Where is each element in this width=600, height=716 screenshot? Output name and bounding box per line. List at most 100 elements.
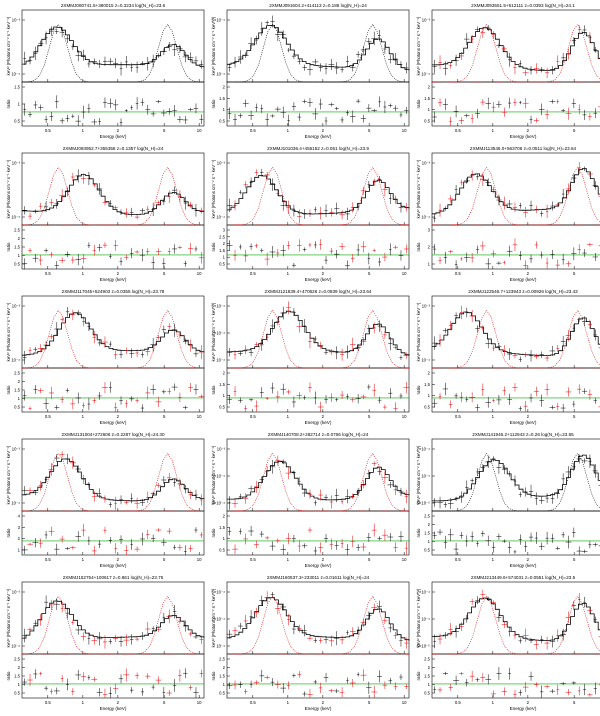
y-tick-label: 10⁻⁴ bbox=[11, 501, 20, 506]
x-tick-label: 1 bbox=[82, 557, 85, 562]
model-component bbox=[22, 452, 205, 512]
ratio-tick-label: 2 bbox=[18, 379, 21, 384]
model-component bbox=[227, 166, 409, 226]
spectrum-panel-9: 2XMMJ122546.7+123943 z=0.00926 log(N_H)=… bbox=[416, 289, 600, 425]
y-axis-label: keV² (Photons cm⁻² s⁻¹ keV⁻¹) bbox=[211, 16, 216, 75]
ratio-tick-label: 1.5 bbox=[14, 388, 20, 393]
x-axis-label: Energy (keV) bbox=[510, 706, 537, 711]
y-axis-label: keV² (Photons cm⁻² s⁻¹ keV⁻¹) bbox=[416, 159, 421, 218]
spectrum-panel-11: 2XMMJ140708.2+282714 z=0.0766 log(N_H)=2… bbox=[211, 432, 410, 568]
panel-title: 2XMMJ141946.2+112943 z=0.26 log(N_H)=23.… bbox=[472, 432, 574, 437]
x-tick-label: 2 bbox=[322, 700, 325, 705]
ratio-tick-label: 0.5 bbox=[14, 262, 20, 267]
panel-title: 2XMMJ117045+524903 z=0.0355 log(N_H)=23.… bbox=[62, 289, 165, 294]
ratio-axis-label: ratio bbox=[416, 671, 421, 680]
panel-title: 2XMMJ160537.3+233011 z=0.01611 log(N_H)=… bbox=[267, 575, 370, 580]
ratio-tick-label: 1 bbox=[18, 253, 21, 258]
x-tick-label: 10 bbox=[402, 700, 407, 705]
model-component bbox=[22, 309, 205, 369]
ratio-tick-label: 1.5 bbox=[424, 674, 430, 679]
ratio-tick-label: 2 bbox=[223, 514, 226, 519]
y-tick-label: 10⁻⁴ bbox=[421, 215, 430, 220]
x-tick-label: 2 bbox=[322, 271, 325, 276]
spectrum-frame bbox=[431, 581, 600, 655]
x-tick-label: 0.5 bbox=[45, 557, 52, 562]
x-tick-label: 2 bbox=[117, 271, 120, 276]
model-component bbox=[432, 309, 600, 369]
model-component bbox=[227, 452, 410, 512]
x-tick-label: 0.5 bbox=[250, 414, 257, 419]
ratio-frame bbox=[21, 367, 205, 413]
ratio-frame bbox=[431, 81, 600, 127]
ratio-tick-label: 2.5 bbox=[219, 234, 225, 239]
ratio-tick-label: 2 bbox=[428, 665, 431, 670]
ratio-tick-label: 2.5 bbox=[14, 371, 20, 376]
model-component bbox=[432, 309, 600, 369]
x-tick-label: 5 bbox=[573, 557, 576, 562]
ratio-axis-label: ratio bbox=[416, 385, 421, 394]
x-axis-label: Energy (keV) bbox=[510, 420, 537, 425]
y-axis-label: keV² (Photons cm⁻² s⁻¹ keV⁻¹) bbox=[211, 302, 216, 361]
ratio-tick-label: 1.5 bbox=[424, 382, 430, 387]
y-tick-label: 10⁻⁴ bbox=[421, 72, 430, 77]
ratio-frame bbox=[226, 81, 410, 127]
ratio-frame bbox=[21, 224, 205, 270]
ratio-axis-label: ratio bbox=[6, 671, 11, 680]
y-axis-label: keV² (Photons cm⁻² s⁻¹ keV⁻¹) bbox=[211, 445, 216, 504]
x-tick-label: 0.5 bbox=[250, 700, 257, 705]
x-tick-label: 2 bbox=[322, 557, 325, 562]
x-tick-label: 5 bbox=[573, 414, 576, 419]
model-component bbox=[21, 166, 204, 226]
y-tick-label: 10⁻³ bbox=[12, 447, 21, 452]
x-tick-label: 5 bbox=[573, 700, 576, 705]
ratio-tick-label: 0.5 bbox=[219, 119, 225, 124]
ratio-frame bbox=[431, 653, 600, 699]
ratio-tick-label: 0.5 bbox=[424, 691, 430, 696]
model-curve bbox=[22, 174, 205, 215]
x-tick-label: 0.5 bbox=[455, 271, 462, 276]
model-component bbox=[22, 23, 205, 83]
spectrum-panel-3: 2XMMJ093551.5+612111 z=0.0393 log(N_H)=2… bbox=[416, 3, 600, 139]
x-tick-label: 0.5 bbox=[455, 128, 462, 133]
ratio-tick-label: 0.5 bbox=[424, 405, 430, 410]
x-axis-label: Energy (keV) bbox=[100, 563, 127, 568]
x-tick-label: 0.5 bbox=[45, 271, 52, 276]
y-tick-label: 5×10⁻⁴ bbox=[212, 474, 226, 479]
ratio-tick-label: 2.5 bbox=[424, 514, 430, 519]
spectrum-panel-7: 2XMMJ117045+524903 z=0.0355 log(N_H)=23.… bbox=[6, 289, 205, 425]
x-tick-label: 5 bbox=[368, 128, 371, 133]
panel-title: 2XMMJ131004+272606 z=0.2287 log(N_H)=24.… bbox=[61, 432, 164, 437]
spectrum-panel-12: 2XMMJ141946.2+112943 z=0.26 log(N_H)=23.… bbox=[416, 432, 600, 568]
spectrum-frame bbox=[431, 295, 600, 369]
x-tick-label: 5 bbox=[368, 700, 371, 705]
y-tick-label: 2×10⁻⁴ bbox=[212, 331, 226, 336]
x-axis-label: Energy (keV) bbox=[100, 277, 127, 282]
y-tick-label: 5×10⁻⁴ bbox=[212, 590, 226, 595]
model-curve bbox=[22, 458, 205, 502]
ratio-tick-label: 2 bbox=[223, 371, 226, 376]
x-tick-label: 1 bbox=[287, 414, 290, 419]
x-tick-label: 0.5 bbox=[455, 700, 462, 705]
x-tick-label: 5 bbox=[163, 128, 166, 133]
spectrum-panel-1: 2XMMJ080741.5+380015 z=0.3234 log(N_H)=2… bbox=[6, 3, 205, 139]
x-tick-label: 1 bbox=[492, 700, 495, 705]
model-component bbox=[227, 309, 409, 369]
ratio-axis-label: ratio bbox=[416, 242, 421, 251]
x-axis-label: Energy (keV) bbox=[305, 706, 332, 711]
ratio-tick-label: 1 bbox=[223, 255, 226, 260]
ratio-tick-label: 1.5 bbox=[219, 248, 225, 253]
ratio-axis-label: ratio bbox=[211, 528, 216, 537]
spectrum-frame bbox=[431, 438, 600, 512]
model-component bbox=[432, 23, 600, 83]
ratio-frame bbox=[431, 510, 600, 556]
x-tick-label: 0.5 bbox=[45, 128, 52, 133]
x-axis-label: Energy (keV) bbox=[510, 563, 537, 568]
x-tick-label: 2 bbox=[117, 700, 120, 705]
y-axis-label: keV² (Photons cm⁻² s⁻¹ keV⁻¹) bbox=[6, 302, 11, 361]
ratio-tick-label: 1 bbox=[428, 682, 431, 687]
y-tick-label: 5×10⁻⁴ bbox=[212, 18, 226, 23]
x-tick-label: 5 bbox=[163, 557, 166, 562]
spectrum-frame bbox=[226, 438, 410, 512]
ratio-tick-label: 2.5 bbox=[219, 657, 225, 662]
